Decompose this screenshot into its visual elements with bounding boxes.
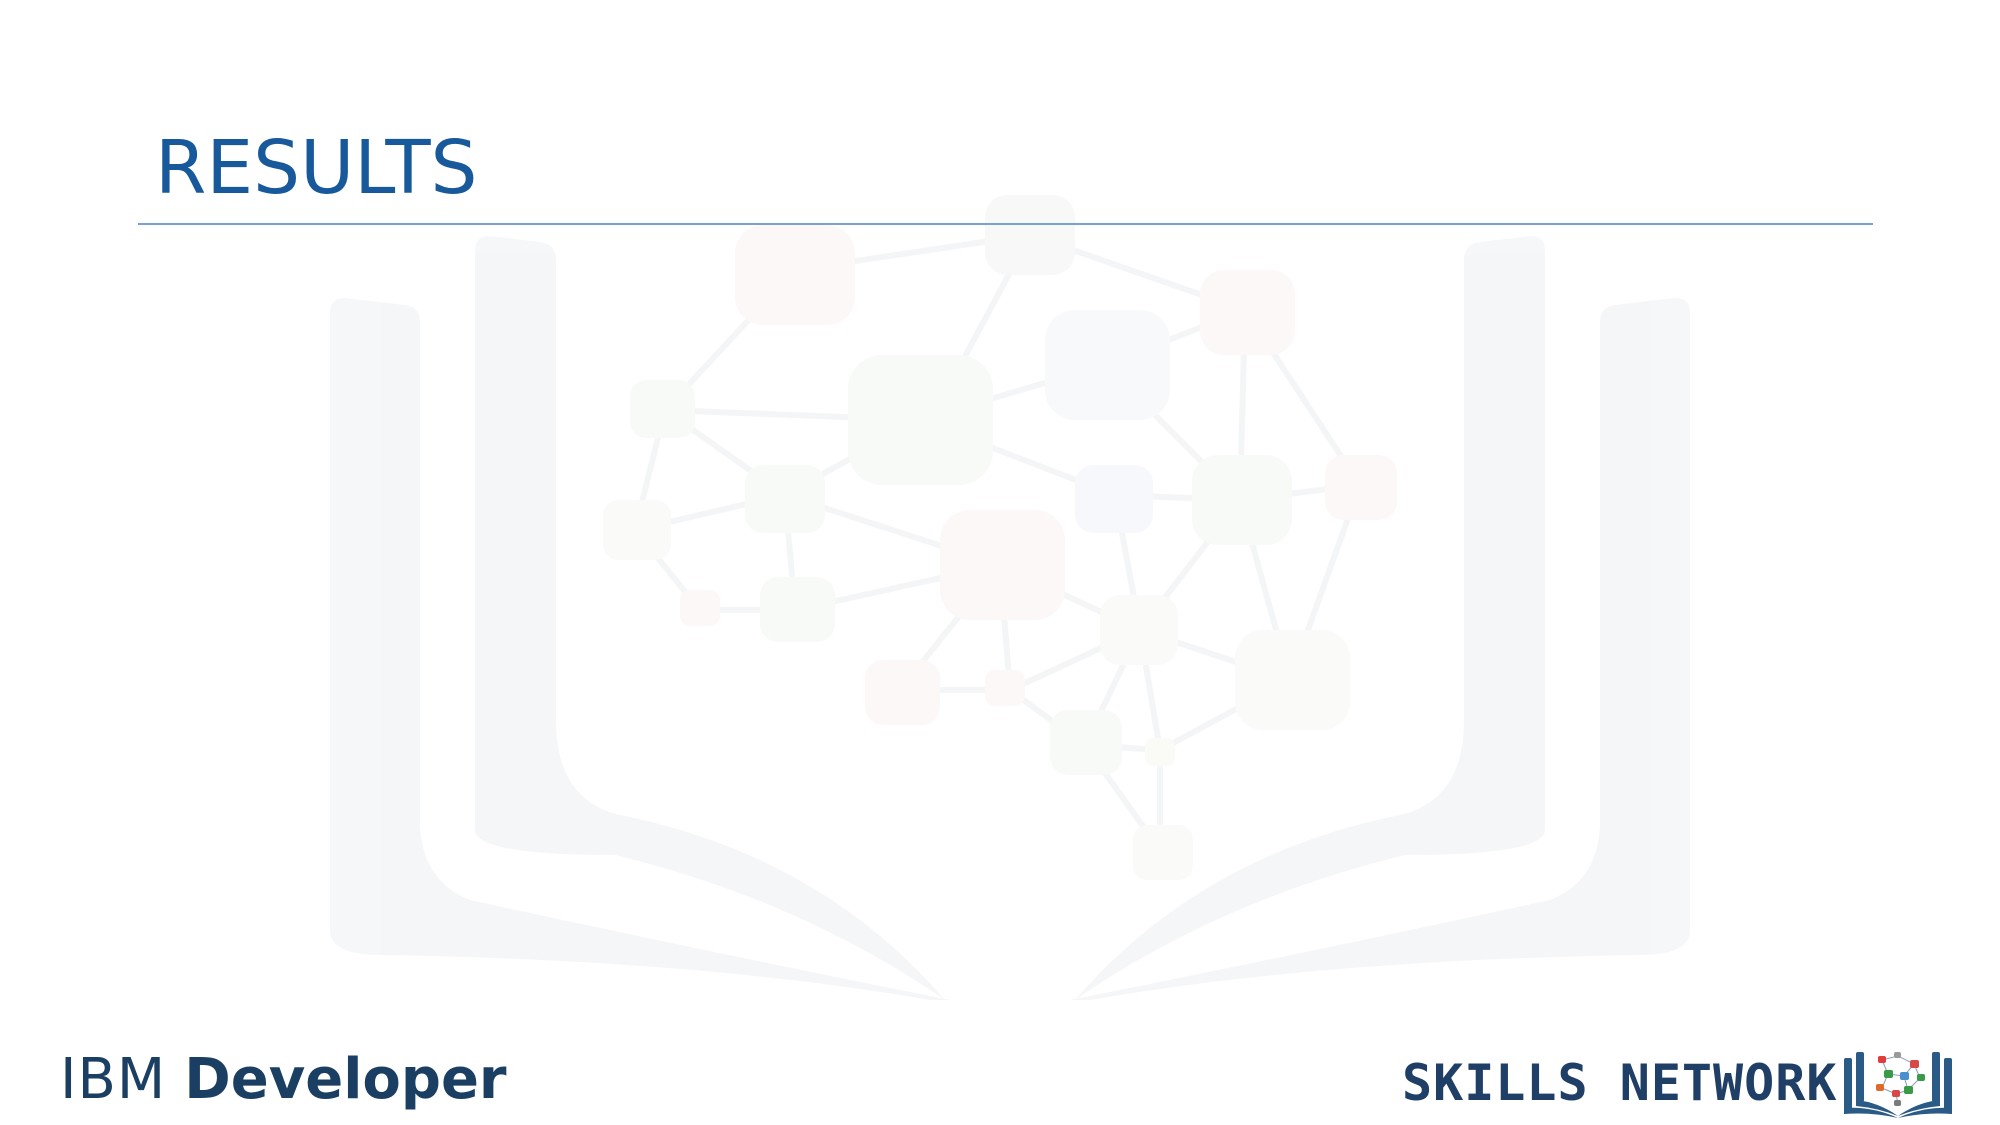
title-divider [138, 223, 1873, 225]
book-network-icon [1844, 1052, 1952, 1118]
skills-network-logo-text: SKILLS NETWORK [1402, 1054, 1838, 1112]
slide-title: RESULTS [155, 125, 478, 211]
skills-network-logo: SKILLS NETWORK [1402, 1046, 1962, 1120]
ibm-logo-text: IBM [60, 1047, 167, 1112]
ibm-developer-logo: IBM Developer [60, 1040, 507, 1120]
developer-logo-text: Developer [184, 1047, 507, 1112]
